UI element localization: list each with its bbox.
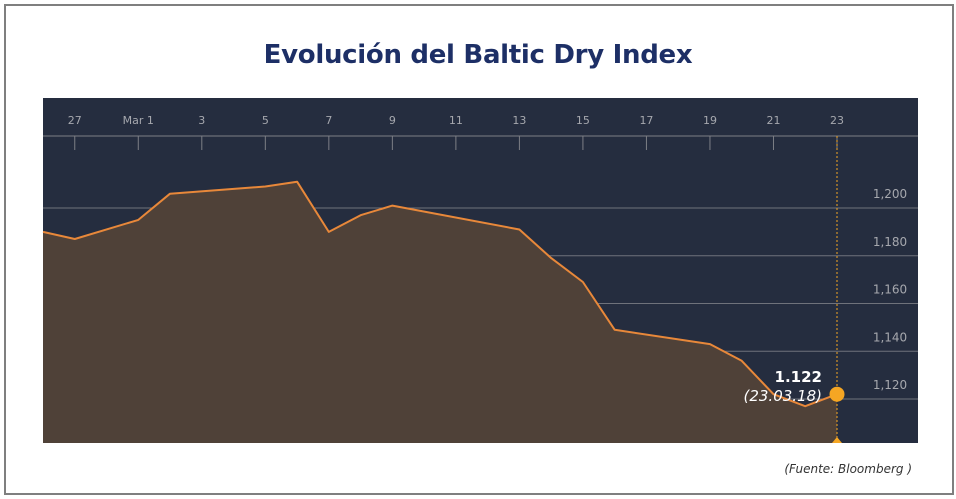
x-tick-label: 11 xyxy=(449,114,463,127)
data-point xyxy=(613,328,616,331)
x-tick-label: Mar 1 xyxy=(123,114,154,127)
data-point xyxy=(836,393,839,396)
y-tick-label: 1,180 xyxy=(873,235,907,249)
data-point xyxy=(296,180,299,183)
area-fill xyxy=(43,181,837,443)
data-point xyxy=(581,281,584,284)
x-tick-label: 15 xyxy=(576,114,590,127)
last-value-date: (23.03.18) xyxy=(743,387,822,405)
x-tick-label: 21 xyxy=(766,114,780,127)
data-point xyxy=(391,204,394,207)
x-tick-label: 19 xyxy=(703,114,717,127)
data-point xyxy=(327,230,330,233)
x-tick-label: 7 xyxy=(325,114,332,127)
data-point xyxy=(804,405,807,408)
series-line xyxy=(42,180,838,408)
y-tick-label: 1,140 xyxy=(873,330,907,344)
data-point xyxy=(709,343,712,346)
source-note: (Fuente: Bloomberg ) xyxy=(784,462,912,476)
data-point xyxy=(137,218,140,221)
y-tick-label: 1,120 xyxy=(873,378,907,392)
data-point xyxy=(740,359,743,362)
x-axis: 27 Mar 1 3 5 7 9 11 13 15 17 19 21 23 xyxy=(68,114,844,150)
chart-title: Evolución del Baltic Dry Index xyxy=(263,40,693,70)
y-tick-label: 1,160 xyxy=(873,283,907,297)
x-tick-label: 9 xyxy=(389,114,396,127)
data-point xyxy=(264,185,267,188)
data-point xyxy=(518,228,521,231)
y-axis: 1,120 1,140 1,160 1,180 1,200 xyxy=(873,187,907,392)
x-tick-label: 3 xyxy=(198,114,205,127)
crosshair-triangle xyxy=(832,437,842,443)
last-value-label: 1.122 xyxy=(775,368,822,386)
x-tick-label: 13 xyxy=(512,114,526,127)
x-tick-label: 23 xyxy=(830,114,844,127)
data-point xyxy=(73,238,76,241)
data-point xyxy=(169,192,172,195)
data-point xyxy=(359,214,362,217)
data-point xyxy=(550,257,553,260)
x-tick-label: 27 xyxy=(68,114,82,127)
last-value-dot xyxy=(829,386,845,402)
x-tick-label: 5 xyxy=(262,114,269,127)
last-value-marker xyxy=(829,136,845,443)
data-point xyxy=(42,230,45,233)
x-tick-label: 17 xyxy=(639,114,653,127)
y-tick-label: 1,200 xyxy=(873,187,907,201)
last-value-annotation: 1.122(23.03.18) xyxy=(743,368,822,405)
